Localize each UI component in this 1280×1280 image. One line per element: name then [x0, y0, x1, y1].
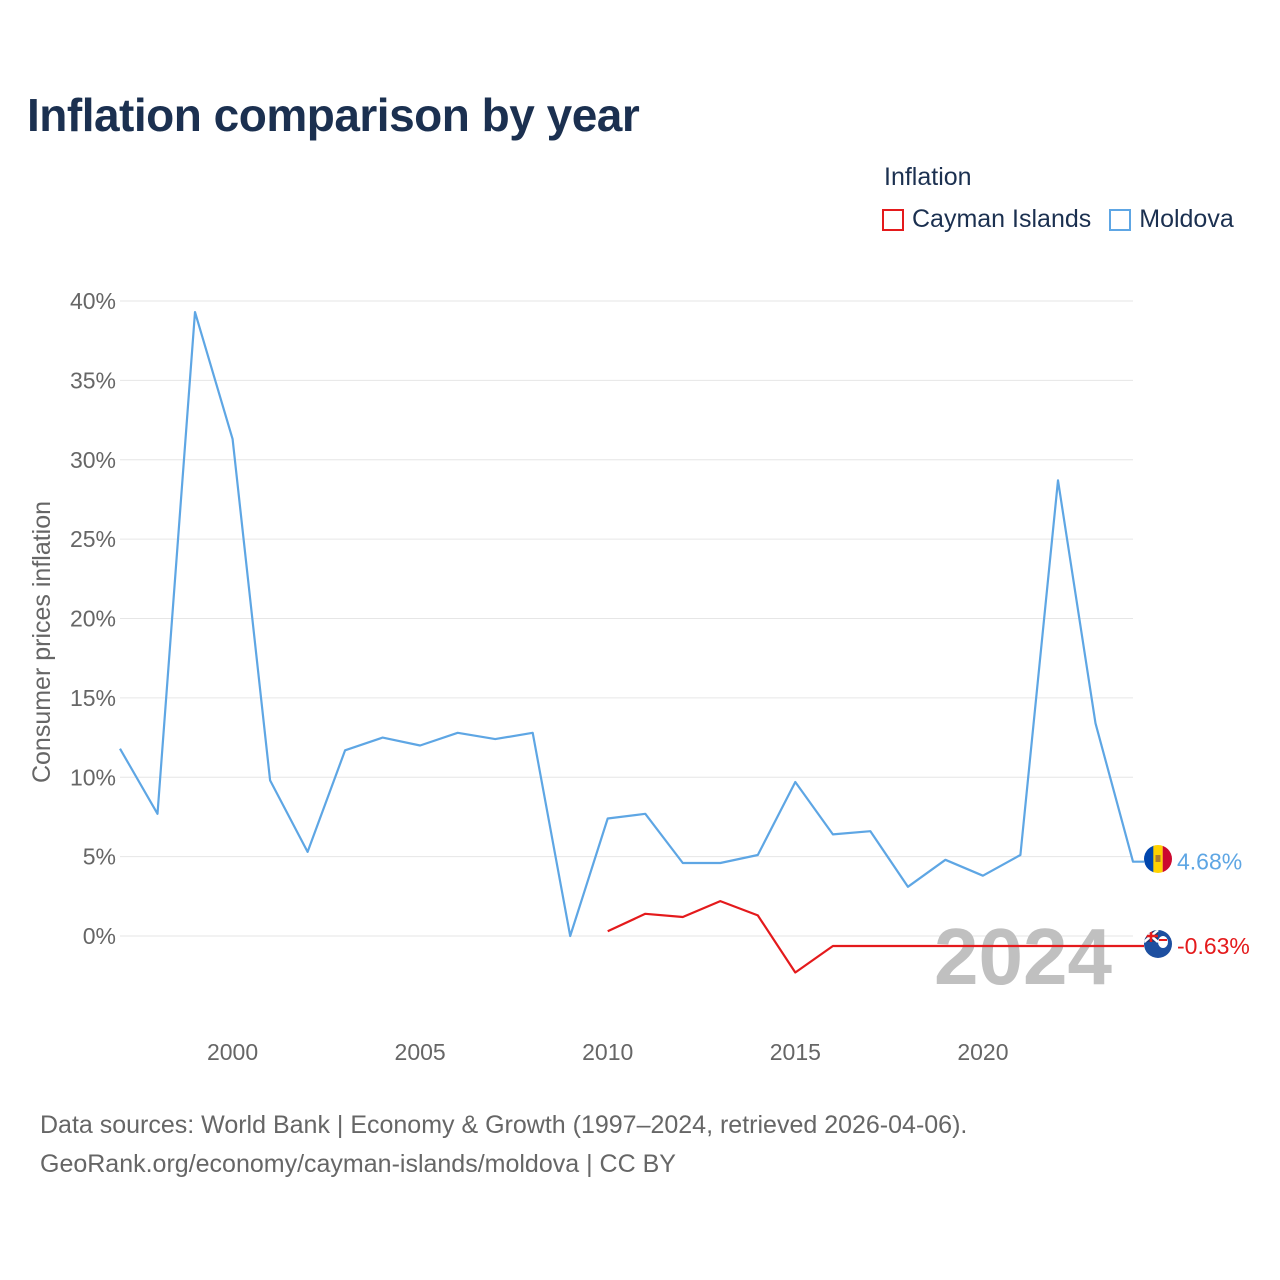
legend-label-cayman-islands: Cayman Islands — [912, 205, 1092, 233]
y-tick-label: 35% — [70, 367, 116, 393]
cayman-islands-flag-icon — [1144, 930, 1172, 958]
x-tick-label: 2010 — [582, 1039, 633, 1065]
x-tick-label: 2000 — [207, 1039, 258, 1065]
legend: Cayman Islands Moldova — [882, 205, 1234, 234]
chart-title: Inflation comparison by year — [27, 89, 640, 141]
legend-item-cayman-islands[interactable]: Cayman Islands — [882, 205, 1091, 234]
legend-label-moldova: Moldova — [1139, 205, 1234, 233]
y-tick-label: 30% — [70, 447, 116, 473]
legend-title: Inflation — [884, 163, 972, 191]
y-tick-label: 15% — [70, 685, 116, 711]
end-value-label-moldova: 4.68% — [1177, 849, 1242, 875]
legend-swatch-cayman-islands — [882, 208, 904, 231]
data-sources: Data sources: World Bank | Economy & Gro… — [40, 1106, 967, 1184]
year-watermark: 2024 — [934, 912, 1112, 1001]
y-tick-label: 0% — [83, 923, 116, 949]
legend-item-moldova[interactable]: Moldova — [1109, 205, 1234, 234]
y-tick-label: 20% — [70, 606, 116, 632]
y-tick-label: 40% — [70, 288, 116, 314]
legend-swatch-moldova — [1109, 208, 1132, 231]
series-line-cayman-islands[interactable] — [607, 899, 1144, 974]
end-value-label-cayman-islands: -0.63% — [1177, 933, 1250, 959]
y-tick-label: 25% — [70, 526, 116, 552]
sources-line-1: Data sources: World Bank | Economy & Gro… — [40, 1111, 968, 1139]
x-tick-label: 2015 — [770, 1039, 821, 1065]
y-tick-label: 10% — [70, 764, 116, 790]
x-tick-label: 2020 — [957, 1039, 1008, 1065]
x-tick-label: 2005 — [395, 1039, 446, 1065]
y-axis-label: Consumer prices inflation — [28, 501, 56, 783]
moldova-flag-icon — [1144, 845, 1172, 873]
sources-line-2[interactable]: GeoRank.org/economy/cayman-islands/moldo… — [40, 1150, 676, 1178]
y-tick-label: 5% — [83, 844, 116, 870]
series-line-moldova[interactable] — [119, 311, 1144, 938]
